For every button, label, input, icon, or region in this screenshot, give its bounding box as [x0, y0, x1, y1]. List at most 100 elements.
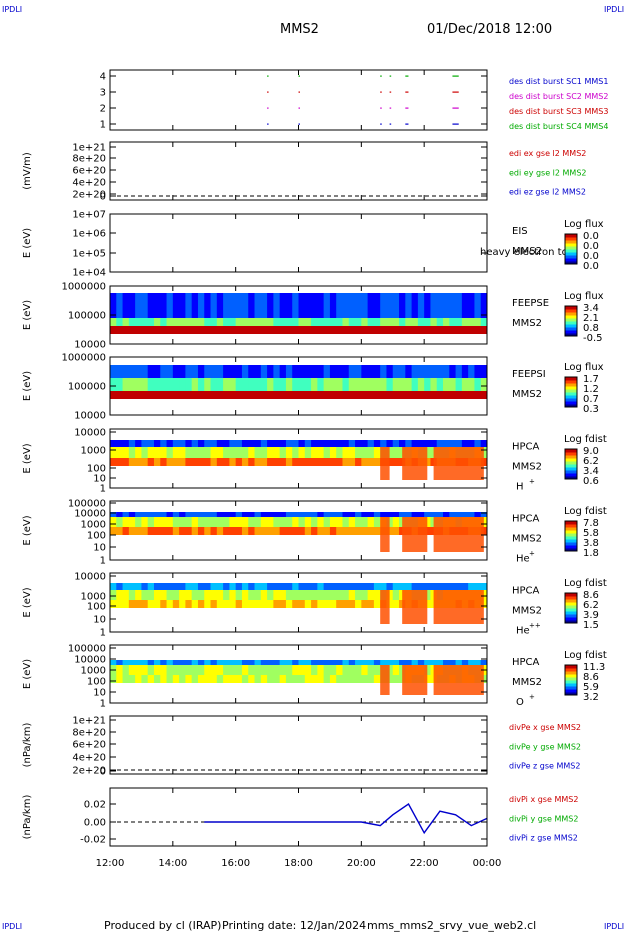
spectrogram-cell — [355, 440, 362, 447]
spacecraft-label: MMS2 — [512, 677, 542, 688]
spectrogram-cell — [323, 660, 331, 665]
colorbar-segment — [565, 599, 577, 603]
spectrogram-cell — [197, 675, 205, 683]
spectrogram-cell — [355, 583, 362, 590]
spectrogram-cell — [273, 665, 281, 675]
spectrogram-cell — [455, 440, 463, 447]
spectrogram-cell — [191, 447, 199, 458]
spectrogram-cell — [172, 517, 180, 527]
spectrogram-cell — [110, 440, 117, 447]
spectrogram-cell — [248, 440, 256, 447]
spectrogram-cell — [172, 440, 180, 447]
spectrogram-cell — [317, 583, 325, 590]
y-tick-label: 100 — [87, 602, 106, 613]
spectrogram-cell — [223, 293, 230, 318]
spectrogram-cell — [461, 326, 469, 334]
spectrogram-cell — [248, 675, 256, 683]
spectrogram-cell — [260, 512, 268, 517]
spectrogram-cell — [361, 326, 369, 334]
spectrogram-cell — [254, 318, 262, 326]
colorbar-tick-label: 7.8 — [583, 518, 599, 529]
colorbar-segment — [565, 605, 577, 609]
spectrogram-cell — [110, 517, 117, 527]
burst-marker — [380, 91, 382, 93]
spectrogram-cell — [417, 583, 425, 590]
spectrogram-cell — [116, 293, 124, 318]
spacecraft-label: MMS2 — [512, 534, 542, 545]
spectrogram-cell — [405, 660, 413, 665]
spectrogram-cell — [216, 365, 224, 378]
spectrogram-cell — [260, 527, 268, 535]
spectrogram-cell — [153, 447, 161, 458]
colorbar-segment — [565, 401, 577, 405]
colorbar-segment — [565, 234, 577, 238]
spectrogram-cell — [430, 440, 438, 447]
spectrogram-cell — [128, 378, 136, 391]
spectrogram-cell — [166, 512, 174, 517]
spectrogram-cell — [436, 365, 444, 378]
spectrogram-cell — [443, 293, 450, 318]
spectrogram-cell — [436, 293, 444, 318]
spectrogram-cell — [386, 590, 394, 600]
spectrogram-cell — [292, 318, 300, 326]
spectrogram-cell — [348, 583, 356, 590]
spectrogram-cell — [191, 583, 199, 590]
spectrogram-cell — [436, 378, 444, 391]
y-tick-label: 1 — [100, 556, 106, 567]
spectrogram-cell — [223, 600, 230, 608]
spectrogram-cell — [172, 391, 180, 399]
spectrogram-cell — [273, 517, 281, 527]
colorbar-segment — [565, 252, 577, 256]
y-tick-label: 10 — [93, 688, 106, 699]
burst-marker — [267, 123, 269, 125]
spectrogram-cell — [336, 600, 344, 608]
spectrogram-cell — [329, 391, 337, 399]
colorbar-segment — [565, 668, 577, 672]
spectrogram-cell — [348, 293, 356, 318]
spectrogram-cell — [430, 583, 438, 590]
spectrogram-cell — [443, 365, 450, 378]
spectrogram-cell — [367, 583, 375, 590]
spectrogram-cell — [204, 517, 212, 527]
instrument-label: FEEPSE — [512, 298, 549, 309]
spectrogram-cell — [172, 590, 180, 600]
spectrogram-cell — [241, 590, 249, 600]
spectrogram-cell — [248, 590, 256, 600]
colorbar-segment — [565, 467, 577, 471]
colorbar-segment — [565, 318, 577, 322]
corner-label-bottom-left: IPDLI — [2, 922, 23, 931]
spectrogram-cell — [179, 447, 186, 458]
spectrogram-cell — [342, 293, 350, 318]
legend-entry: edi ey gse l2 MMS2 — [509, 168, 587, 177]
spectrogram-cell — [122, 512, 130, 517]
spectrogram-enhancement — [433, 665, 484, 695]
spectrogram-cell — [160, 583, 168, 590]
spectrogram-cell — [311, 600, 318, 608]
spectrogram-cell — [279, 440, 287, 447]
spectrogram-cell — [304, 378, 312, 391]
spectrogram-cell — [336, 675, 344, 683]
species-label: He — [516, 626, 530, 637]
spectrogram-cell — [430, 512, 438, 517]
spectrogram-cell — [185, 391, 193, 399]
spectrogram-cell — [443, 326, 450, 334]
y-tick-label: 1e+06 — [72, 229, 106, 240]
spectrogram-cell — [223, 447, 230, 458]
spectrogram-cell — [135, 590, 143, 600]
x-tick-label: 00:00 — [473, 858, 502, 869]
spectrogram-cell — [166, 527, 174, 535]
spectrogram-cell — [367, 512, 375, 517]
spectrogram-cell — [248, 447, 256, 458]
spectrogram-cell — [229, 378, 237, 391]
spectrogram-cell — [210, 517, 218, 527]
legend-entry: des dist burst SC1 MMS1 — [509, 77, 608, 86]
species-charge: ++ — [529, 622, 541, 630]
spectrogram-cell — [135, 660, 143, 665]
spectrogram-cell — [386, 600, 394, 608]
spectrogram-cell — [311, 378, 318, 391]
spectrogram-cell — [298, 600, 306, 608]
y-tick-label: 6e+20 — [72, 740, 106, 751]
spectrogram-cell — [380, 318, 388, 326]
spectrogram-cell — [436, 583, 444, 590]
spectrogram-cell — [411, 391, 419, 399]
